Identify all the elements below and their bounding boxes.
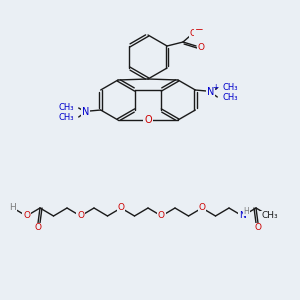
Text: O: O (199, 203, 206, 212)
Text: CH₃: CH₃ (261, 212, 278, 220)
Text: O: O (254, 224, 262, 232)
Text: O: O (34, 224, 41, 232)
Text: H: H (244, 206, 249, 215)
Text: CH₃: CH₃ (222, 82, 238, 91)
Text: O: O (190, 28, 196, 38)
Text: N: N (207, 87, 214, 97)
Text: O: O (23, 212, 30, 220)
Text: N: N (239, 212, 246, 220)
Text: O: O (198, 43, 205, 52)
Text: O: O (118, 203, 124, 212)
Text: CH₃: CH₃ (58, 113, 74, 122)
Text: −: − (195, 25, 203, 35)
Text: CH₃: CH₃ (58, 103, 74, 112)
Text: O: O (144, 115, 152, 125)
Text: +: + (212, 83, 218, 92)
Text: N: N (82, 107, 89, 117)
Text: O: O (77, 212, 84, 220)
Text: CH₃: CH₃ (222, 94, 238, 103)
Text: H: H (10, 203, 16, 212)
Text: O: O (158, 212, 165, 220)
